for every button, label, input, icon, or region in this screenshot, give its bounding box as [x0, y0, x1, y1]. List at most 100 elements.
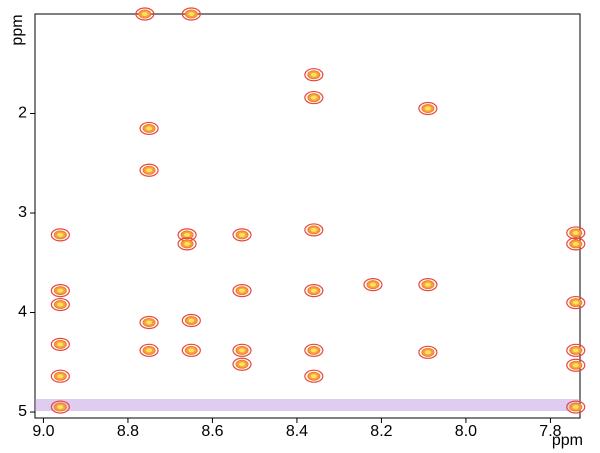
contour-ring: [141, 12, 148, 16]
peak: [50, 284, 70, 298]
contour-ring: [50, 297, 70, 312]
contour-ring: [566, 400, 586, 414]
contour-ring: [310, 227, 317, 232]
peak: [232, 343, 252, 357]
contour-ring: [139, 121, 159, 136]
contour-ring: [424, 106, 431, 111]
contour-ring: [572, 348, 579, 353]
peak: [566, 358, 586, 372]
peak: [363, 278, 383, 292]
noise-band: [35, 399, 580, 411]
contour-ring: [304, 223, 324, 237]
x-tick-label: 8.0: [455, 423, 477, 440]
contour-ring: [57, 374, 64, 379]
contour-ring: [139, 315, 159, 330]
peak: [418, 101, 438, 116]
contour-ring: [146, 126, 153, 131]
contour-ring: [572, 300, 579, 305]
contour-ring: [239, 362, 246, 367]
contour-ring: [310, 72, 317, 77]
contour-ring: [572, 241, 579, 246]
contour-ring: [57, 302, 64, 307]
peak: [304, 284, 324, 298]
contour-ring: [50, 400, 70, 414]
peak: [418, 345, 438, 359]
contour-ring: [566, 295, 586, 310]
peak: [566, 400, 586, 414]
contour-ring: [57, 232, 64, 237]
contour-ring: [181, 343, 201, 357]
contour-ring: [181, 313, 201, 328]
peak: [139, 343, 159, 357]
contour-ring: [310, 374, 317, 379]
x-tick-label: 9.0: [32, 423, 54, 440]
contour-ring: [566, 358, 586, 372]
peak: [566, 343, 586, 357]
peak: [139, 163, 159, 177]
contour-ring: [146, 168, 153, 173]
contour-ring: [304, 68, 324, 82]
contour-ring: [418, 345, 438, 359]
peak: [50, 369, 70, 383]
contour-ring: [572, 405, 579, 410]
contour-ring: [135, 7, 155, 21]
contour-ring: [232, 343, 252, 357]
y-tick-label: 5: [18, 403, 27, 420]
peak: [50, 400, 70, 414]
contour-ring: [232, 228, 252, 242]
y-tick-label: 2: [18, 105, 27, 122]
x-tick-label: 8.2: [370, 423, 392, 440]
contour-ring: [304, 369, 324, 383]
x-tick-label: 7.8: [539, 423, 561, 440]
peak: [232, 284, 252, 298]
contour-ring: [424, 282, 431, 287]
peak: [304, 343, 324, 357]
contour-ring: [57, 342, 64, 347]
peak: [304, 223, 324, 237]
peak: [177, 228, 197, 242]
y-axis-label: ppm: [9, 14, 26, 45]
contour-ring: [57, 288, 64, 293]
contour-ring: [304, 284, 324, 298]
contour-ring: [369, 282, 376, 287]
peak: [232, 357, 252, 371]
peak: [232, 228, 252, 242]
contour-ring: [310, 348, 317, 353]
contour-ring: [188, 12, 195, 16]
contour-ring: [572, 363, 579, 368]
peak: [135, 7, 155, 21]
contour-ring: [310, 95, 317, 100]
peak: [304, 369, 324, 383]
contour-ring: [304, 90, 324, 105]
peak: [139, 315, 159, 330]
peak: [566, 295, 586, 310]
contour-ring: [146, 320, 153, 325]
contour-ring: [239, 288, 246, 293]
peak: [304, 90, 324, 105]
peak: [181, 313, 201, 328]
contour-ring: [184, 241, 191, 246]
contour-ring: [363, 278, 383, 292]
peak: [418, 278, 438, 292]
contour-ring: [566, 343, 586, 357]
contour-ring: [146, 348, 153, 353]
contour-ring: [572, 230, 579, 235]
x-tick-label: 8.8: [117, 423, 139, 440]
contour-ring: [188, 318, 195, 323]
contour-ring: [239, 348, 246, 353]
peak: [50, 228, 70, 242]
peak: [181, 7, 201, 21]
contour-ring: [181, 7, 201, 21]
contour-ring: [50, 337, 70, 351]
x-axis-label: ppm: [552, 432, 583, 449]
contour-ring: [232, 284, 252, 298]
peak: [139, 121, 159, 136]
y-tick-label: 3: [18, 204, 27, 221]
peak: [177, 237, 197, 251]
contour-ring: [424, 350, 431, 355]
contour-ring: [57, 405, 64, 410]
peak: [566, 226, 586, 240]
peak: [181, 343, 201, 357]
contour-ring: [418, 278, 438, 292]
